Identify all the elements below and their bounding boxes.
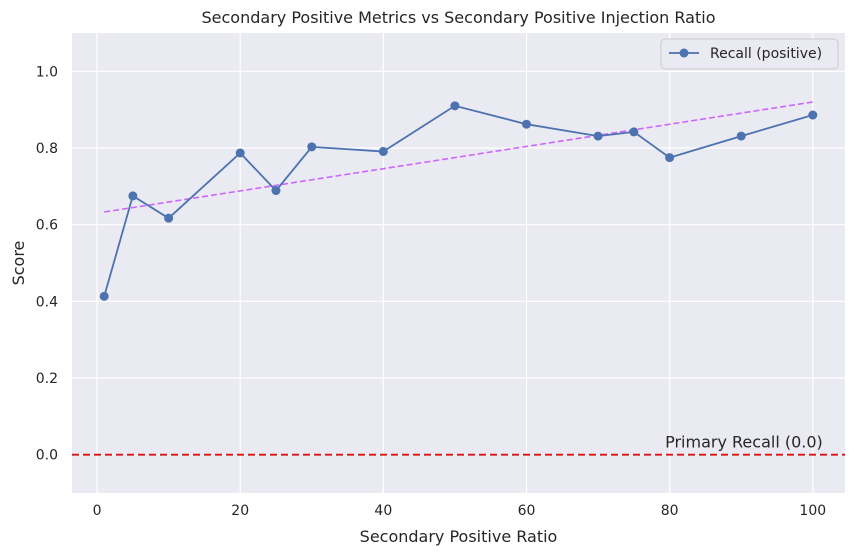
legend: Recall (positive): [660, 38, 839, 70]
plot-area: [72, 33, 845, 493]
grid: [72, 33, 845, 493]
data-point: [128, 191, 138, 201]
x-tick-label: 80: [661, 503, 679, 519]
data-point: [521, 119, 531, 129]
trendline-group: [104, 101, 813, 213]
y-tick-label: 0.4: [36, 294, 58, 310]
data-point: [808, 110, 818, 120]
y-tick-label: 0.6: [36, 218, 58, 234]
x-tick-label: 100: [799, 503, 826, 519]
data-point: [164, 213, 174, 223]
trendline: [104, 101, 813, 213]
y-tick-label: 0.8: [36, 141, 58, 157]
y-tick-label: 0.0: [36, 448, 58, 464]
legend-marker: [679, 48, 689, 58]
data-point: [235, 148, 245, 158]
y-axis-title: Score: [9, 241, 28, 286]
x-tick-label: 60: [518, 503, 536, 519]
x-axis-title: Secondary Positive Ratio: [360, 527, 558, 546]
data-point: [593, 131, 603, 141]
data-point: [271, 186, 281, 196]
data-point: [450, 101, 460, 111]
data-point: [736, 131, 746, 141]
chart-title: Secondary Positive Metrics vs Secondary …: [202, 8, 716, 27]
data-point: [99, 291, 109, 301]
series-group: [99, 101, 818, 301]
x-tick-label: 40: [374, 503, 392, 519]
y-tick-label: 1.0: [36, 64, 58, 80]
legend-box: [660, 38, 839, 70]
data-point: [307, 142, 317, 152]
series-line: [103, 104, 814, 297]
x-tick-label: 20: [231, 503, 249, 519]
data-point: [629, 127, 639, 137]
reference-line-label: Primary Recall (0.0): [665, 433, 823, 452]
y-tick-label: 0.2: [36, 371, 58, 387]
data-point: [378, 146, 388, 156]
tick-labels: 0 20 40 60 80 100 0.0 0.2 0.4 0.6 0.8 1.0: [36, 64, 826, 519]
legend-label: Recall (positive): [710, 46, 822, 62]
data-point: [665, 153, 675, 163]
x-tick-label: 0: [93, 503, 102, 519]
